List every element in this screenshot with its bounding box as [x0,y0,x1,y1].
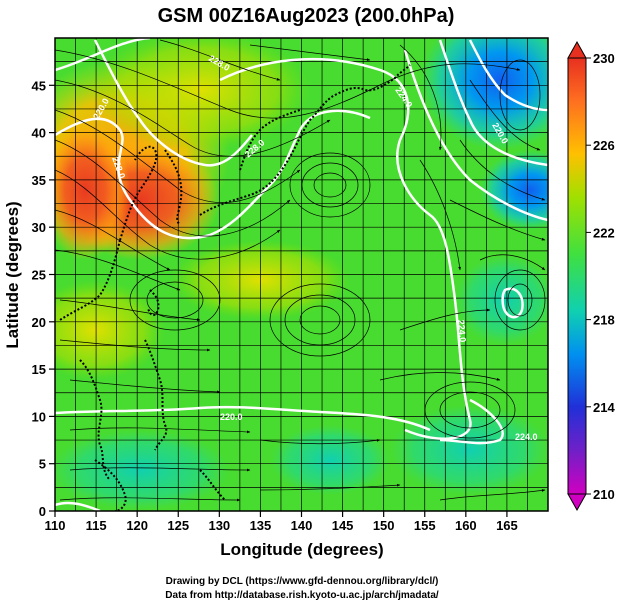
x-tick-label: 115 [86,518,107,533]
y-tick-label: 0 [39,504,46,519]
y-tick-label: 10 [32,409,46,424]
grid-lines [55,38,548,511]
x-tick-label: 110 [45,518,66,533]
contour-line [403,49,548,222]
contour-line [468,39,548,112]
colorbar-label: 214 [593,400,615,415]
contour-label: 220.0 [220,412,243,422]
y-tick-label: 15 [32,362,46,377]
contour-line [55,117,302,240]
contour-line [55,38,151,72]
contour-line [439,398,504,445]
y-tick-label: 45 [32,78,46,93]
contour-line [93,39,253,167]
x-tick-label: 120 [126,518,148,533]
coastline-taiwan [147,289,160,316]
colorbar-scale [567,57,587,495]
wind-streamlines [55,39,546,502]
y-tick-label: 20 [32,315,46,330]
y-tick-label: 40 [32,126,46,141]
colorbar-label: 226 [593,138,615,153]
x-tick-label: 145 [332,518,354,533]
colorbar-bottom-arrow [567,493,587,512]
y-tick-label: 5 [39,457,46,472]
colorbar: 210 214 218 222 226 230 [567,40,615,512]
x-tick-label: 140 [291,518,313,533]
x-tick-label: 130 [208,518,230,533]
x-tick-label: 150 [373,518,395,533]
y-axis-ticks: 0 5 10 15 20 25 30 35 40 45 [32,78,55,519]
contour-line [438,39,548,167]
contour-line [219,57,472,440]
colorbar-label: 230 [593,51,615,66]
x-tick-label: 160 [455,518,477,533]
y-tick-label: 30 [32,220,46,235]
x-tick-label: 155 [414,518,436,533]
contour-label: 224.0 [456,319,468,342]
map-plot-area: 220.0 228.0 228.0 228.0 224.0 224.0 220.… [55,38,548,511]
contour-line [55,501,101,511]
coastline-sea-of-japan [239,109,301,171]
coastline-japan [199,94,336,216]
coastline-vietnam [79,359,111,481]
coastline-philippines [144,339,168,451]
x-axis-ticks: 110 115 120 125 130 135 140 145 150 155 160 165 [45,511,518,533]
colorbar-label: 210 [593,487,615,502]
credit-drawing: Drawing by DCL (https://www.gfd-dennou.o… [166,576,439,587]
coastline-china [119,145,158,241]
map-title: GSM 00Z16Aug2023 (200.0hPa) [158,5,455,27]
x-tick-label: 135 [250,518,272,533]
colorbar-label: 218 [593,313,615,328]
x-tick-label: 125 [167,518,189,533]
temperature-contours [55,38,548,511]
contour-label: 224.0 [515,432,538,442]
y-axis-label: Latitude (degrees) [3,201,22,348]
coastlines [59,64,411,511]
colorbar-label: 222 [593,225,615,240]
y-tick-label: 25 [32,268,46,283]
contour-line [55,405,431,432]
contour-line [298,109,371,131]
coastline-kuril [334,64,411,96]
colorbar-top-arrow [567,40,587,59]
x-axis-label: Longitude (degrees) [220,540,383,559]
coastline-china-south [59,239,121,321]
y-tick-label: 35 [32,173,46,188]
credit-data: Data from http://database.rish.kyoto-u.a… [165,590,439,601]
x-tick-label: 165 [496,518,518,533]
contour-line [501,287,524,319]
temperature-field [55,38,548,510]
